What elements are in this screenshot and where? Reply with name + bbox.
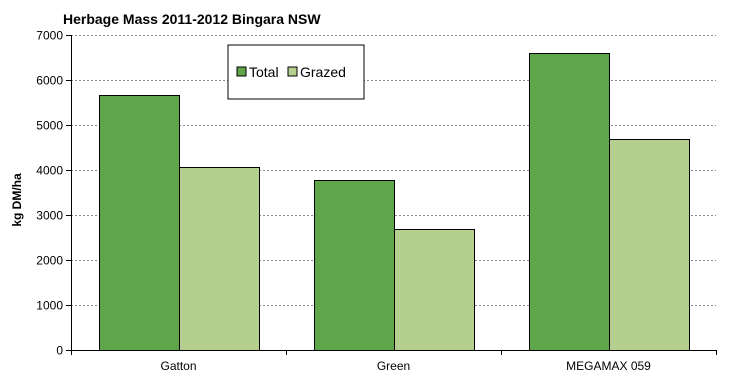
y-tick-label: 0 — [56, 344, 63, 358]
x-tick-label: Gatton — [160, 359, 196, 373]
bar-grazed-1 — [179, 167, 260, 351]
bar-grazed-3 — [609, 139, 690, 351]
bar-grazed-2 — [394, 229, 475, 351]
x-tick-labels: Gatton Green MEGAMAX 059 — [160, 359, 651, 373]
y-tick-labels: 0 1000 2000 3000 4000 5000 6000 7000 — [36, 29, 63, 358]
bar-total-2 — [314, 180, 395, 351]
legend-swatch-grazed — [287, 66, 298, 77]
x-tick-label: MEGAMAX 059 — [566, 359, 651, 373]
y-tick-label: 1000 — [36, 299, 63, 313]
y-tick-label: 4000 — [36, 164, 63, 178]
y-tick-label: 3000 — [36, 209, 63, 223]
chart-title: Herbage Mass 2011-2012 Bingara NSW — [63, 11, 321, 27]
y-tick-label: 2000 — [36, 254, 63, 268]
legend-label-total: Total — [249, 64, 279, 80]
legend-label-grazed: Grazed — [300, 64, 346, 80]
bar-total-1 — [99, 95, 180, 351]
axes — [66, 35, 717, 355]
legend: Total Grazed — [227, 44, 365, 100]
y-tick-label: 6000 — [36, 74, 63, 88]
x-tick-label: Green — [377, 359, 410, 373]
legend-swatch-total — [236, 66, 247, 77]
y-tick-label: 5000 — [36, 119, 63, 133]
y-tick-label: 7000 — [36, 29, 63, 43]
bar-total-3 — [529, 53, 610, 351]
y-axis-label: kg DM/ha — [10, 173, 24, 227]
bars — [99, 53, 690, 351]
